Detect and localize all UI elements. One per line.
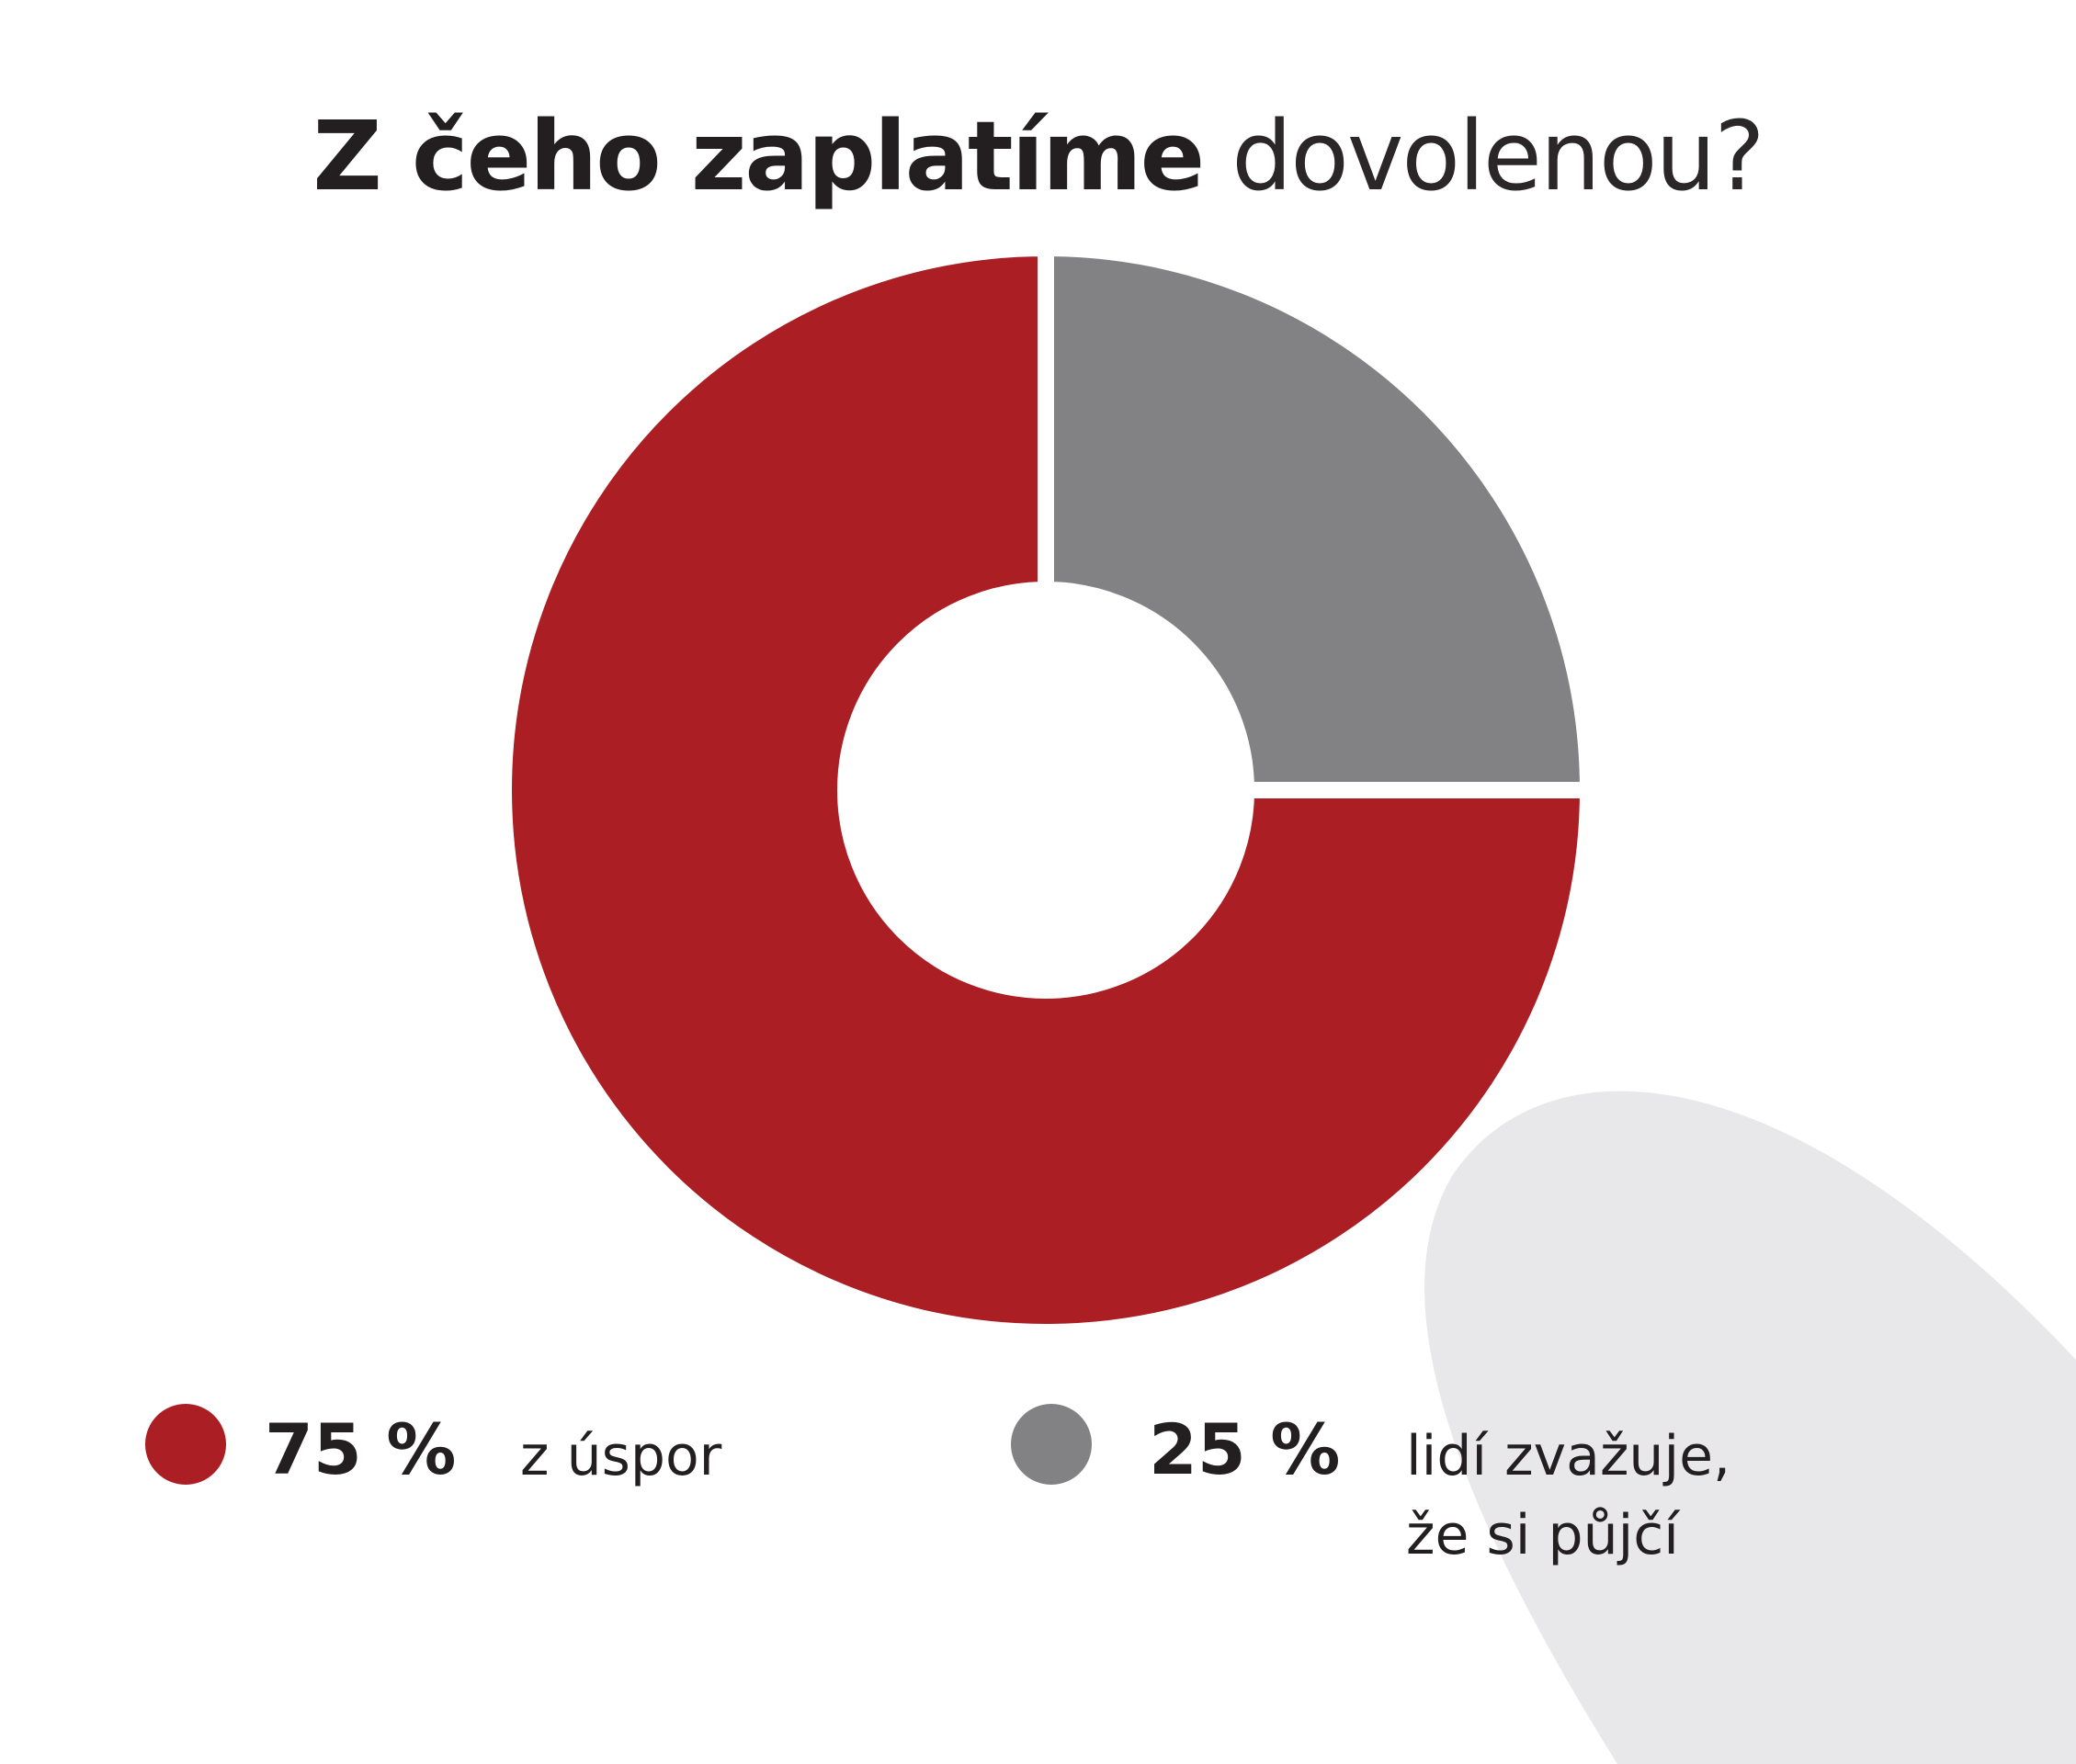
legend-label-borrow-line1: lidí zvažuje, [1406,1424,1731,1488]
donut-slices [495,239,1597,1340]
donut-slice-savings [495,239,1597,1340]
legend-dot-borrow [1011,1404,1092,1485]
title-regular-part: dovolenou? [1231,100,1764,212]
legend-label-borrow-line2: že si půjčí [1406,1503,1679,1567]
legend-label-savings: z úspor [520,1424,722,1488]
chart-title: Z čeho zaplatíme dovolenou? [0,92,2076,220]
legend-percent-borrow: 25 % [1149,1408,1341,1490]
legend-dot-savings [145,1404,226,1485]
title-bold-part: Z čeho zaplatíme [312,100,1205,212]
donut-slice-borrow [1038,239,1597,798]
decorative-gray-blob [1424,1091,2076,1764]
legend-percent-savings: 75 % [265,1408,457,1490]
